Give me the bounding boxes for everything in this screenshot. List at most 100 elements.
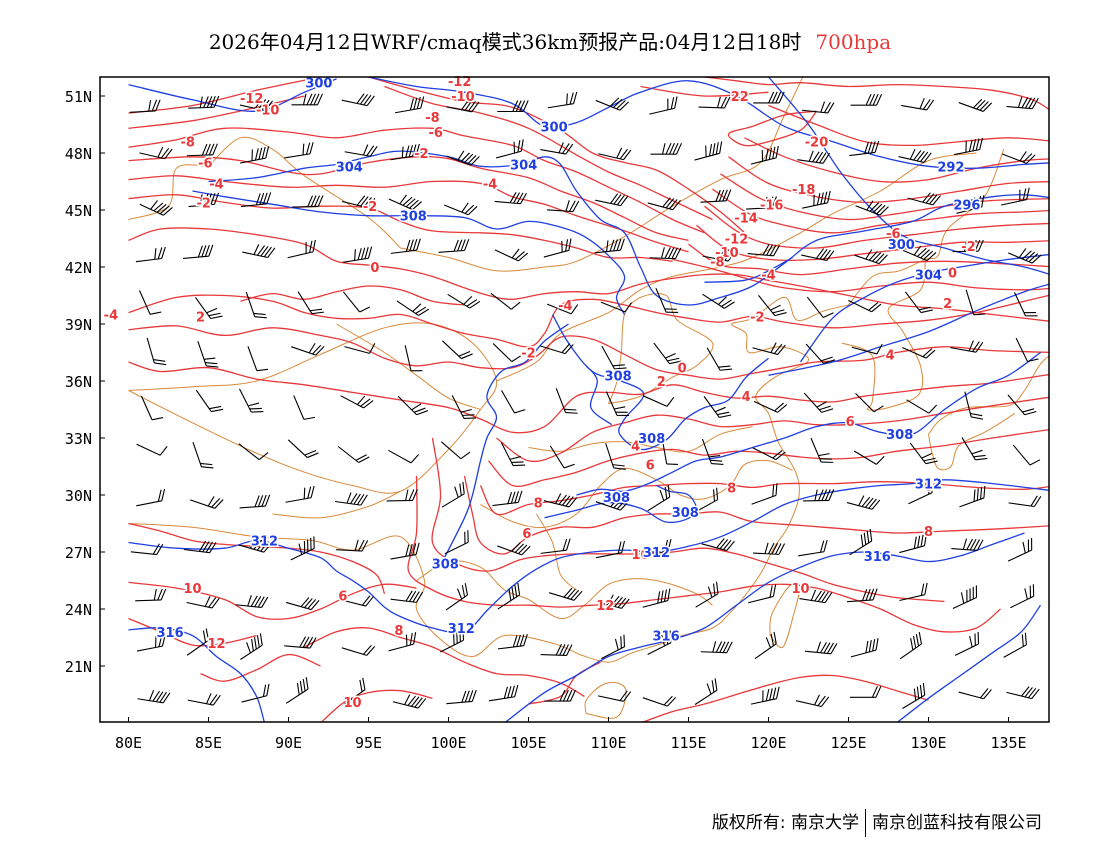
temperature-label: -10 [256,103,280,118]
wind-barb [497,542,531,556]
height-contours [128,77,1049,722]
boundary-line [496,152,977,382]
wind-barb [701,438,724,466]
temperature-contour [128,95,305,129]
wind-barb [546,200,580,213]
temperature-contour [128,522,386,595]
temperature-label: 0 [370,261,379,276]
temperature-label: 6 [924,480,933,495]
wind-barb [701,538,735,552]
wind-barb [1008,248,1042,264]
wind-barb [700,189,732,203]
height-label: 316 [157,626,184,641]
wind-barb [540,343,574,355]
wind-barb [597,690,632,702]
temperature-label: -4 [483,177,497,192]
temperature-label: 10 [631,548,649,563]
temperature-contour [720,173,1049,221]
wind-barb [601,345,627,370]
temperature-label: -18 [792,183,816,198]
temperature-label: -4 [761,269,775,284]
wind-barb [956,195,985,214]
wind-barb [497,634,528,650]
wind-barb [442,340,473,360]
temperature-label: 6 [846,415,855,430]
lon-label: 120E [750,734,786,752]
wind-barb [240,146,270,164]
temperature-label: -8 [180,136,194,151]
wind-barb [543,493,578,508]
wind-barb [600,301,632,313]
wind-barb [605,391,630,417]
wind-barb [806,296,834,319]
temperature-contour [688,243,1049,276]
temperature-contour [128,325,1049,380]
wind-barb [1006,96,1039,110]
wind-barb [446,99,480,113]
wind-barb [336,539,369,552]
height-contour [368,77,1049,169]
wind-barb [547,91,578,109]
wind-barb [404,345,423,372]
company-text: 南京创蓝科技有限公司 [872,813,1042,833]
title-main: 2026年04月12日WRF/cmaq模式36km预报产品:04月12日18时 [208,30,802,54]
height-contour [128,78,337,112]
wind-barb [546,303,579,315]
wind-barb [1003,632,1027,658]
wind-barb [1006,686,1040,700]
wind-barb [285,485,315,503]
temperature-label: -2 [196,196,210,211]
temperature-label: -12 [725,233,749,248]
wind-barb [238,538,273,553]
wind-barb [904,291,933,314]
wind-barb [854,249,888,265]
wind-barb [390,238,421,254]
wind-barb [390,542,420,560]
wind-barb [290,536,315,561]
wind-barb [653,342,682,365]
boundary-line [416,560,713,620]
wind-barb [342,195,376,209]
wind-barb [694,141,723,161]
wind-barb [235,595,269,609]
wind-barb [390,590,424,603]
temperature-label: 0 [678,362,687,377]
wind-barb [186,628,209,656]
wind-barb [746,196,778,210]
temperature-label: 4 [742,390,751,405]
wind-barb [695,581,719,608]
height-label: 308 [672,506,699,521]
wind-barb [954,631,980,656]
wind-barb [192,442,214,469]
wind-barb [136,443,168,456]
wind-barb [647,484,671,512]
height-label: 312 [251,535,278,550]
height-contour [551,314,769,451]
temperature-label: -8 [710,255,724,270]
temperature-contour [696,224,1049,262]
height-label: 304 [510,158,537,173]
wind-barb [129,99,161,113]
height-label: 312 [448,622,475,637]
wind-barb [388,632,417,652]
wind-barb [446,150,480,166]
temperature-label: 12 [596,599,614,614]
boundary-line [848,149,1005,306]
wind-barb [750,145,779,165]
temperature-contour [712,188,1049,234]
temperature-contour [640,85,769,97]
wind-barbs [129,91,1042,709]
wind-barb [964,391,984,420]
wind-barb [907,192,941,206]
wind-barb [137,689,171,704]
lon-label: 95E [355,734,382,752]
height-contour [208,150,1049,306]
wind-barb [958,98,993,112]
wind-barb [247,346,269,372]
wind-barb [1014,292,1038,317]
wind-barb [344,144,378,157]
wind-barb [245,291,267,319]
wind-barb [284,636,317,649]
height-contour [768,77,1049,275]
wind-barb [849,686,882,698]
